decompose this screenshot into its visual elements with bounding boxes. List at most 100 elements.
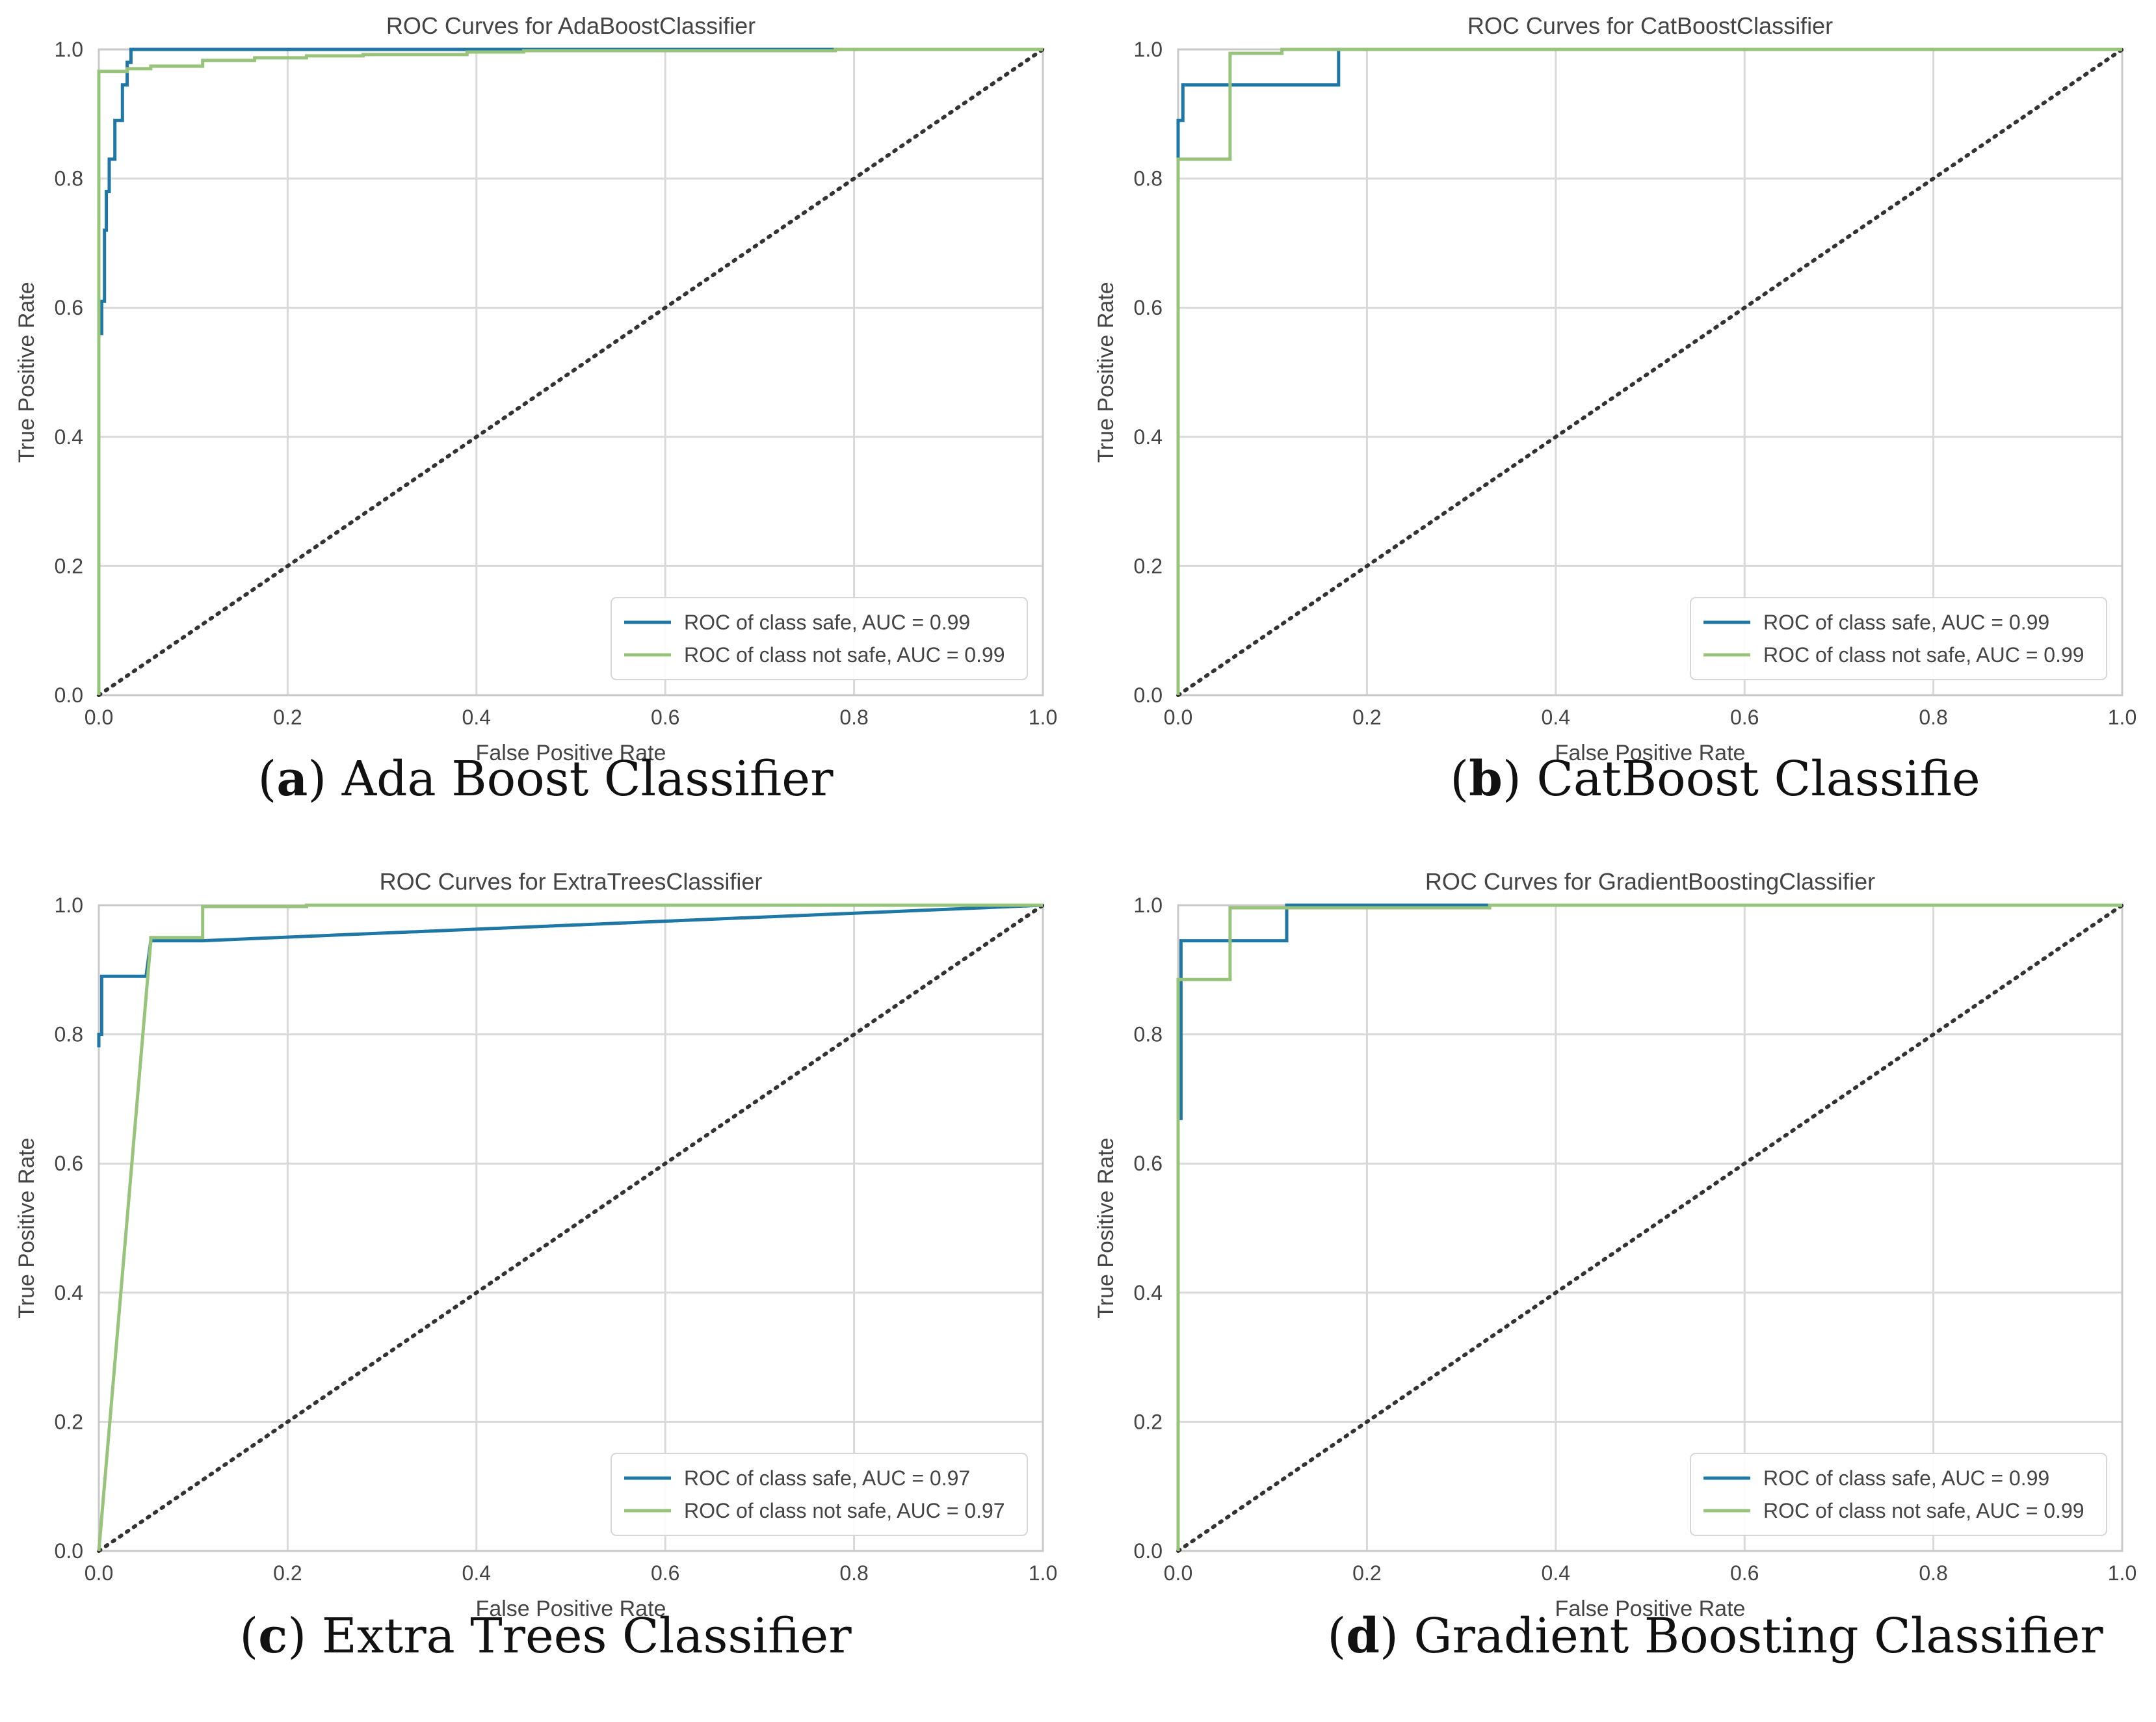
legend-box	[1690, 1453, 2107, 1536]
legend-label: ROC of class not safe, AUC = 0.99	[684, 643, 1005, 667]
caption-letter: d	[1346, 1608, 1380, 1664]
x-tick-label: 0.6	[651, 706, 679, 729]
legend-box	[611, 597, 1028, 680]
chart-title: ROC Curves for CatBoostClassifier	[1467, 12, 1833, 39]
x-tick-label: 0.0	[85, 706, 113, 729]
y-tick-label: 0.8	[55, 1023, 83, 1046]
roc-series-not-safe	[1176, 47, 2122, 695]
caption-letter: b	[1469, 751, 1503, 807]
x-tick-label: 0.2	[273, 1561, 302, 1585]
legend-label: ROC of class not safe, AUC = 0.99	[1763, 643, 2084, 667]
plot-area	[99, 49, 1043, 695]
chart-title: ROC Curves for GradientBoostingClassifie…	[1425, 868, 1875, 895]
y-tick-label: 0.0	[55, 1539, 83, 1563]
caption-text: ) Ada Boost Classifier	[308, 751, 834, 807]
legend-label: ROC of class safe, AUC = 0.99	[1763, 611, 2049, 634]
plot-area	[99, 905, 1043, 1551]
y-tick-label: 0.4	[55, 1281, 83, 1305]
x-tick-label: 0.2	[1352, 706, 1381, 729]
roc-series-safe	[97, 47, 1043, 553]
x-tick-label: 1.0	[2108, 1561, 2136, 1585]
x-tick-label: 1.0	[2108, 706, 2136, 729]
x-tick-label: 0.4	[462, 706, 491, 729]
caption-letter: a	[276, 751, 308, 807]
legend-box	[611, 1453, 1028, 1536]
x-tick-label: 0.6	[1730, 1561, 1759, 1585]
x-tick-label: 0.2	[273, 706, 302, 729]
y-axis-label: True Positive Rate	[1094, 282, 1118, 462]
caption-text: ) Extra Trees Classifier	[287, 1608, 852, 1664]
roc-series-not-safe	[97, 903, 1043, 1552]
caption-text: ) CatBoost Classifie	[1502, 751, 1980, 807]
chart-title: ROC Curves for AdaBoostClassifier	[386, 12, 756, 39]
legend-label: ROC of class safe, AUC = 0.97	[684, 1466, 970, 1490]
y-tick-label: 0.2	[55, 554, 83, 577]
y-tick-label: 0.4	[1134, 425, 1163, 449]
y-tick-label: 0.6	[1134, 296, 1163, 319]
plot-area	[1178, 905, 2122, 1551]
subfigure-caption: (c) Extra Trees Classifier	[239, 1608, 852, 1664]
y-tick-label: 0.0	[1134, 1539, 1163, 1563]
y-tick-label: 0.2	[1134, 554, 1163, 577]
roc-series-not-safe	[97, 47, 1043, 695]
roc-chart-0: 0.0 0.2 0.4 0.6 0.8 1.0 0.0 0.2 0.4 0.6 0.8 1.0 ROC …	[14, 12, 1057, 765]
y-tick-label: 0.2	[1134, 1410, 1163, 1433]
x-tick-label: 0.4	[1542, 706, 1570, 729]
x-axis-label: False Positive Rate	[1555, 1596, 1746, 1621]
subfigure-caption: (b) CatBoost Classifie	[1450, 751, 1980, 807]
y-tick-label: 0.2	[55, 1410, 83, 1433]
x-tick-label: 0.0	[1164, 1561, 1192, 1585]
caption-letter: c	[258, 1608, 288, 1664]
y-tick-label: 0.4	[55, 425, 83, 449]
legend-label: ROC of class not safe, AUC = 0.97	[684, 1499, 1005, 1522]
y-tick-label: 0.8	[1134, 167, 1163, 191]
subfigure-caption: (d) Gradient Boosting Classifier	[1327, 1608, 2103, 1664]
x-axis-label: False Positive Rate	[476, 1596, 666, 1621]
legend: ROC of class safe, AUC = 0.99 ROC of clas…	[1690, 597, 2107, 680]
x-axis-label: False Positive Rate	[1555, 741, 1746, 765]
x-tick-label: 0.2	[1352, 1561, 1381, 1585]
legend-label: ROC of class safe, AUC = 0.99	[1763, 1466, 2049, 1490]
x-tick-label: 0.8	[839, 706, 868, 729]
caption-text: ) Gradient Boosting Classifier	[1379, 1608, 2103, 1664]
x-tick-label: 0.8	[1919, 706, 1947, 729]
y-tick-label: 0.6	[1134, 1152, 1163, 1175]
x-tick-label: 1.0	[1029, 706, 1057, 729]
y-tick-label: 0.0	[1134, 683, 1163, 707]
legend-label: ROC of class not safe, AUC = 0.99	[1763, 1499, 2084, 1522]
y-axis-label: True Positive Rate	[14, 1137, 39, 1318]
chart-title: ROC Curves for ExtraTreesClassifier	[380, 868, 763, 895]
x-tick-label: 0.0	[85, 1561, 113, 1585]
x-tick-label: 0.4	[462, 1561, 491, 1585]
x-tick-label: 0.0	[1164, 706, 1192, 729]
roc-series-safe	[97, 903, 1044, 1048]
roc-chart-2: 0.0 0.2 0.4 0.6 0.8 1.0 0.0 0.2 0.4 0.6 0.8 1.0 ROC …	[14, 868, 1057, 1621]
y-tick-label: 0.6	[55, 296, 83, 319]
y-axis-label: True Positive Rate	[1094, 1137, 1118, 1318]
subfigure-caption: (a) Ada Boost Classifier	[257, 751, 834, 807]
legend: ROC of class safe, AUC = 0.99 ROC of clas…	[1690, 1453, 2107, 1536]
y-tick-label: 1.0	[55, 894, 83, 917]
y-tick-label: 1.0	[1134, 38, 1163, 61]
x-tick-label: 0.4	[1542, 1561, 1570, 1585]
y-tick-label: 0.6	[55, 1152, 83, 1175]
legend-label: ROC of class safe, AUC = 0.99	[684, 611, 970, 634]
legend: ROC of class safe, AUC = 0.99 ROC of clas…	[611, 597, 1028, 680]
x-tick-label: 1.0	[1029, 1561, 1057, 1585]
y-tick-label: 0.8	[1134, 1023, 1163, 1046]
x-tick-label: 0.6	[1730, 706, 1759, 729]
roc-chart-1: 0.0 0.2 0.4 0.6 0.8 1.0 0.0 0.2 0.4 0.6 0.8 1.0 ROC …	[1094, 12, 2136, 765]
y-axis-label: True Positive Rate	[14, 282, 39, 462]
y-tick-label: 1.0	[1134, 894, 1163, 917]
plot-area	[1178, 49, 2122, 695]
y-tick-label: 1.0	[55, 38, 83, 61]
y-tick-label: 0.8	[55, 167, 83, 191]
x-tick-label: 0.8	[839, 1561, 868, 1585]
roc-chart-3: 0.0 0.2 0.4 0.6 0.8 1.0 0.0 0.2 0.4 0.6 0.8 1.0 ROC …	[1094, 868, 2136, 1621]
legend: ROC of class safe, AUC = 0.97 ROC of clas…	[611, 1453, 1028, 1536]
roc-series-not-safe	[1176, 903, 2122, 1551]
x-axis-label: False Positive Rate	[476, 741, 666, 765]
x-tick-label: 0.8	[1919, 1561, 1947, 1585]
y-tick-label: 0.4	[1134, 1281, 1163, 1305]
